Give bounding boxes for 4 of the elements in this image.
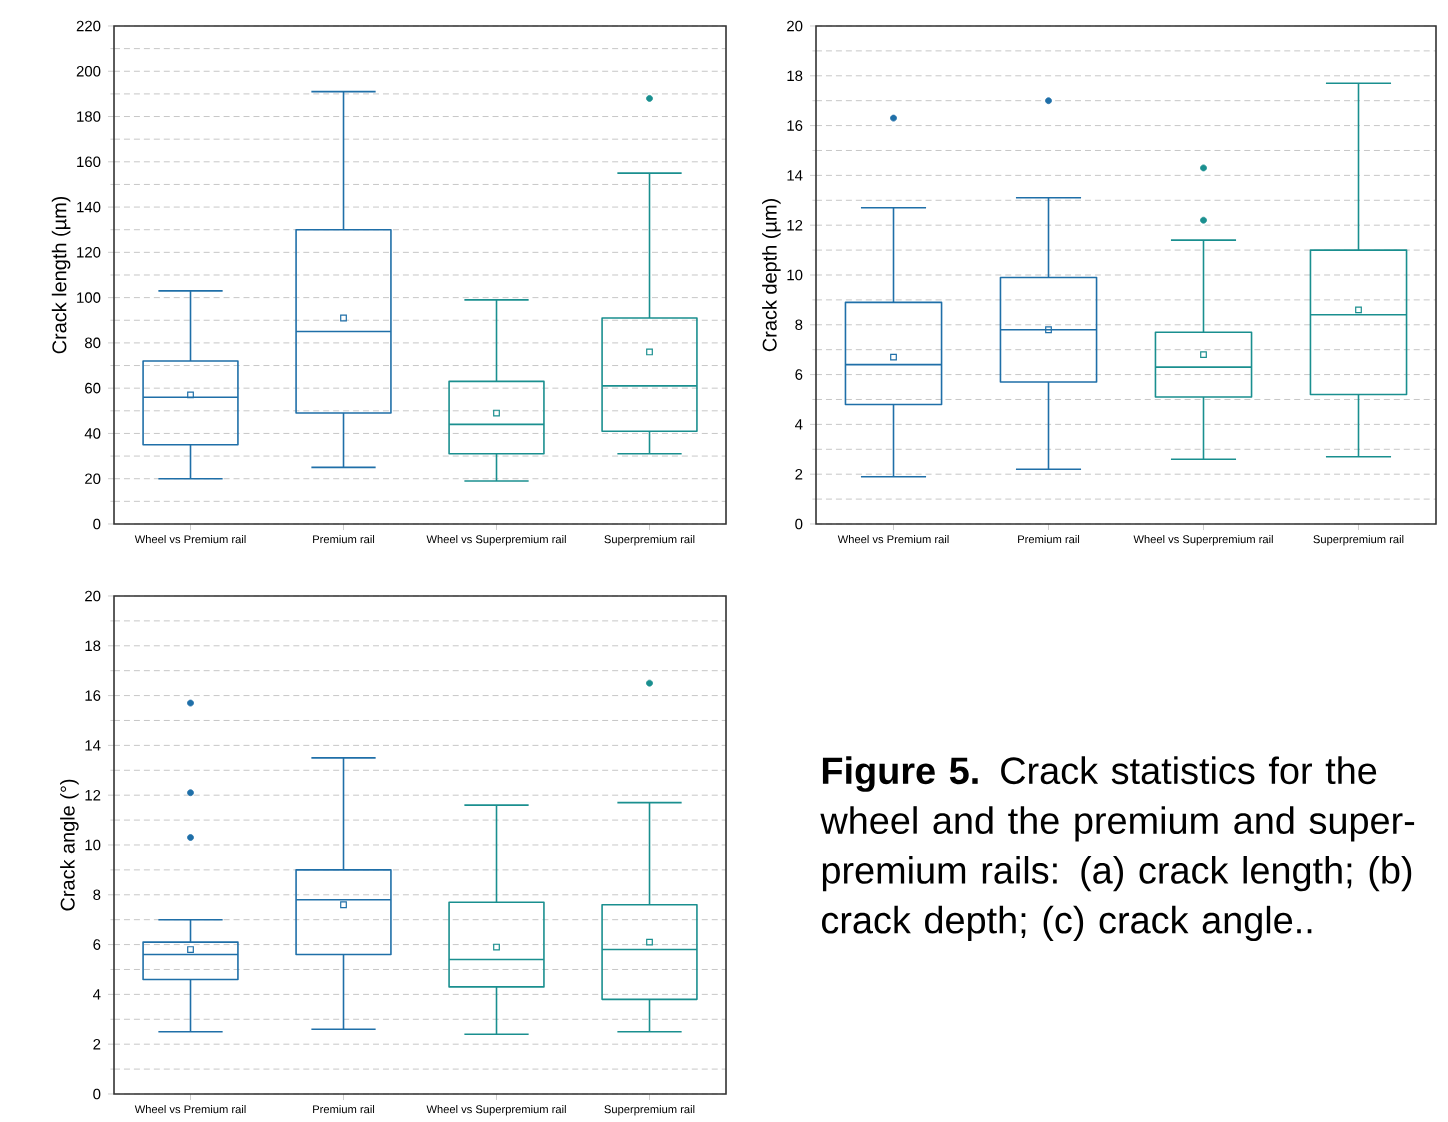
- y-axis-title: Crack depth (µm): [762, 199, 781, 352]
- text: Figure 5. Crack statistics for the wheel and the premium and super-premium rails: (a) crack length; (b) crack depth; (c) crack angle..: [820, 756, 1415, 942]
- y-axis-title: Crack length (µm): [51, 196, 71, 354]
- y-axis-title: Crack angle (°): [60, 779, 79, 911]
